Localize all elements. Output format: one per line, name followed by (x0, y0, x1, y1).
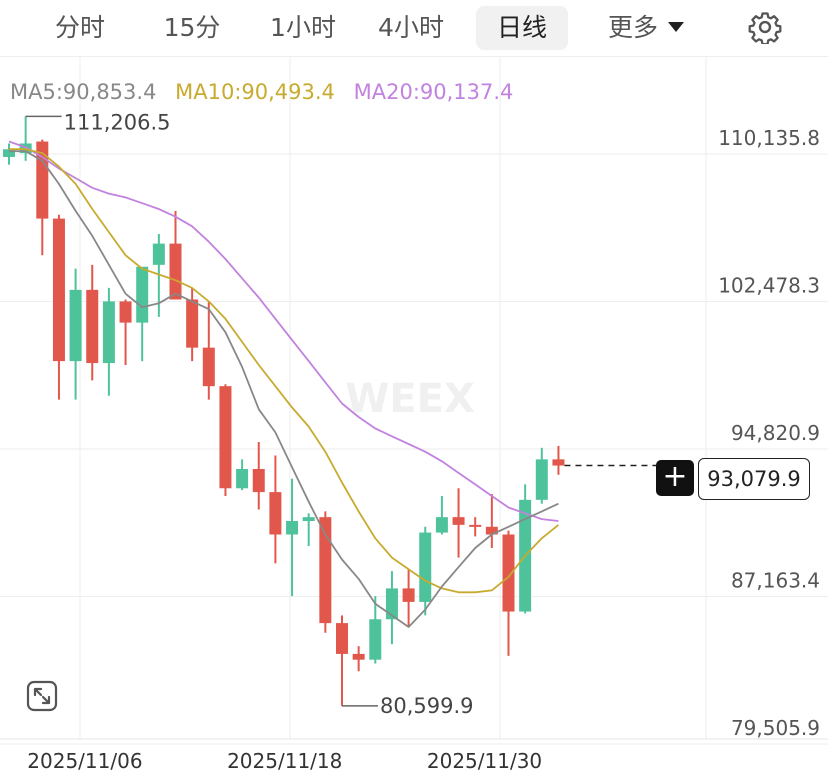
candle-body (402, 588, 415, 602)
candle-body (36, 141, 49, 219)
candle-body (69, 289, 82, 362)
candle-body (435, 517, 448, 533)
gear-icon[interactable] (748, 10, 782, 44)
candle-body (252, 468, 265, 493)
ma10-line (9, 148, 559, 594)
legend-ma10: MA10:90,493.4 (175, 80, 335, 104)
x-tick-label: 2025/11/30 (427, 749, 542, 773)
tab-15min[interactable]: 15分 (163, 13, 221, 42)
candle-body (219, 386, 232, 489)
tab-more-label: 更多 (607, 13, 658, 42)
ma20-line (8, 140, 559, 522)
low-price-label: 80,599.9 (380, 694, 474, 718)
current-price-tag: 93,079.9 (698, 458, 810, 500)
candle-body (236, 468, 249, 489)
x-tick-label: 2025/11/06 (27, 749, 142, 773)
candle-body (419, 532, 432, 602)
candle-body (169, 243, 182, 300)
candlestick-chart[interactable]: 110,135.8 102,478.3 94,820.9 87,163.4 79,505… (0, 56, 828, 780)
tab-timeshare[interactable]: 分时 (54, 13, 105, 42)
expand-icon[interactable] (26, 680, 58, 712)
candle-body (52, 218, 65, 362)
y-tick-label: 94,820.9 (731, 421, 820, 445)
candle-body (136, 266, 149, 323)
candle-body (469, 524, 482, 527)
candle-body (269, 492, 282, 535)
high-price-label: 111,206.5 (64, 110, 171, 134)
ma-legend: MA5:90,853.4 MA10:90,493.4 MA20:90,137.4 (10, 80, 525, 104)
y-tick-label: 110,135.8 (718, 126, 820, 150)
y-tick-label: 102,478.3 (718, 274, 820, 298)
candle-body (369, 619, 382, 660)
tab-4hour[interactable]: 4小时 (378, 13, 444, 42)
tab-daily[interactable]: 日线 (476, 6, 568, 50)
add-order-button[interactable]: + (656, 460, 694, 496)
candle-body (336, 623, 348, 654)
candle-body (86, 289, 99, 364)
tab-more[interactable]: 更多 (596, 6, 696, 50)
tab-1hour[interactable]: 1小时 (270, 13, 336, 42)
candle-body (452, 517, 465, 525)
candle-body (385, 588, 398, 620)
candle-body (535, 459, 548, 500)
y-tick-label: 87,163.4 (731, 568, 820, 592)
legend-ma5: MA5:90,853.4 (10, 80, 157, 104)
legend-ma20: MA20:90,137.4 (353, 80, 514, 104)
candle-body (102, 301, 115, 364)
timeframe-tabs: 分时 15分 1小时 4小时 日线 更多 (0, 0, 828, 57)
chevron-down-icon (668, 22, 684, 32)
candle-body (319, 517, 332, 624)
candle-body (152, 243, 165, 265)
candle-body (202, 347, 215, 387)
ma5-line (9, 150, 559, 628)
candle-body (552, 459, 565, 466)
candle-body (186, 299, 199, 348)
candle-body (286, 521, 299, 535)
candle-body (352, 653, 365, 660)
y-tick-label: 79,505.9 (731, 716, 820, 740)
candle-body (3, 149, 15, 157)
x-tick-label: 2025/11/18 (227, 749, 342, 773)
watermark-logo: WEEX (345, 376, 475, 422)
candle-body (119, 301, 132, 323)
candle-body (485, 526, 498, 535)
candle-body (502, 534, 515, 612)
candle-body (302, 517, 315, 522)
